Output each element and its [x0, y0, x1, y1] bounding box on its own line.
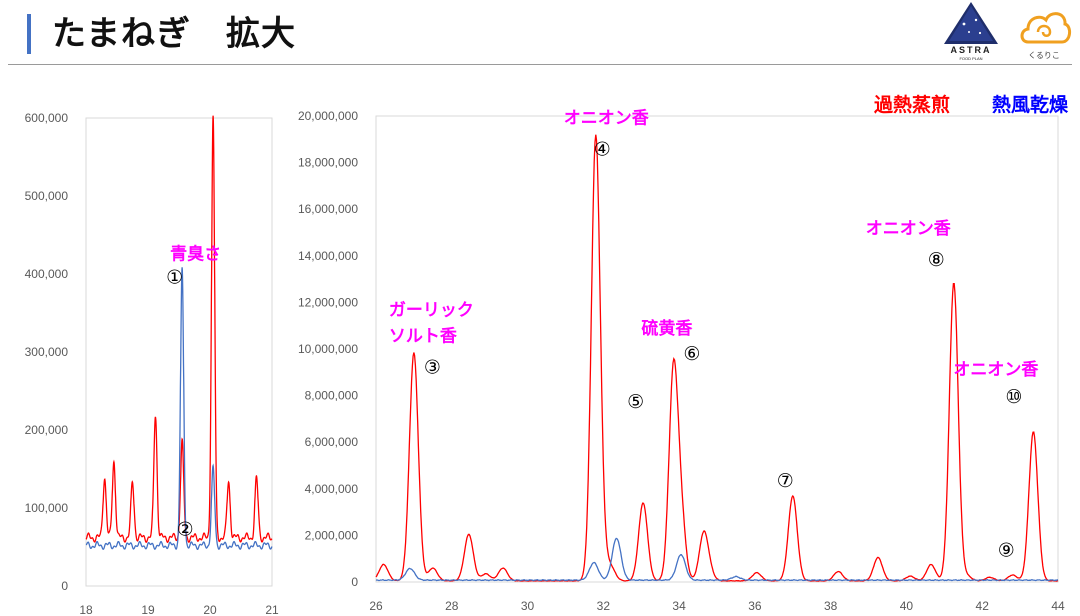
y-tick-label: 12,000,000 — [298, 295, 358, 309]
peak-label: オニオン香 — [953, 360, 1038, 380]
x-tick-label: 34 — [672, 599, 686, 613]
x-tick-label: 36 — [748, 599, 762, 613]
peak-number: ⑨ — [998, 540, 1015, 562]
peak-label: ガーリック — [389, 301, 474, 321]
series-line-superheated-steam — [375, 134, 1059, 582]
y-tick-label: 2,000,000 — [305, 528, 359, 542]
title-divider — [8, 64, 1072, 65]
cloud-icon — [1020, 12, 1071, 44]
y-tick-label: 20,000,000 — [298, 109, 358, 123]
astra-logo: ASTRA FOOD PLAN — [944, 2, 998, 61]
peak-number: ⑧ — [928, 249, 945, 271]
astra-logo-subtext: FOOD PLAN — [959, 56, 982, 61]
x-tick-label: 19 — [141, 603, 155, 616]
kururi-logo: くるりこ — [1020, 12, 1071, 60]
x-tick-label: 38 — [824, 599, 838, 613]
y-tick-label: 300,000 — [25, 345, 69, 359]
x-tick-label: 26 — [369, 599, 383, 613]
peak-label: オニオン香 — [866, 219, 951, 239]
y-tick-label: 0 — [351, 575, 358, 589]
y-tick-label: 10,000,000 — [298, 342, 358, 356]
legend-series-superheated-steam: 過熱蒸煎 — [874, 94, 951, 116]
y-tick-label: 0 — [61, 579, 68, 593]
x-tick-label: 42 — [976, 599, 990, 613]
x-tick-label: 40 — [900, 599, 914, 613]
peak-label: 青臭さ — [170, 243, 221, 264]
x-tick-label: 30 — [521, 599, 535, 613]
series-line-hot-air — [375, 537, 1059, 582]
y-tick-label: 6,000,000 — [305, 435, 359, 449]
peak-label: オニオン香 — [564, 108, 649, 128]
peak-number: ⑤ — [627, 391, 644, 413]
peak-number: ⑦ — [777, 470, 794, 492]
y-tick-label: 8,000,000 — [305, 389, 359, 403]
plot-frame — [375, 115, 1059, 583]
chart-2: 0 2,000,000 4,000,000 6,000,000 8,000,000 10,… — [177, 108, 1065, 613]
peak-number: ④ — [594, 138, 611, 160]
y-tick-label: 4,000,000 — [305, 482, 359, 496]
peak-number: ① — [166, 266, 183, 288]
y-tick-label: 14,000,000 — [298, 249, 358, 263]
y-tick-label: 600,000 — [25, 111, 69, 125]
peak-number: ⑩ — [1005, 386, 1022, 408]
peak-number: ② — [177, 519, 194, 541]
x-tick-label: 20 — [203, 603, 217, 616]
y-tick-label: 200,000 — [25, 423, 69, 437]
x-tick-label: 21 — [265, 603, 279, 616]
peak-number: ⑥ — [683, 343, 700, 365]
peak-label: ソルト香 — [389, 327, 457, 347]
y-tick-label: 18,000,000 — [298, 156, 358, 170]
chart-1: 0 100,000 200,000 300,000 400,000 500,000 600,… — [25, 111, 279, 616]
series-line-hot-air — [85, 267, 273, 550]
y-tick-label: 100,000 — [25, 501, 69, 515]
astra-logo-text: ASTRA — [951, 45, 992, 55]
x-tick-label: 18 — [79, 603, 93, 616]
kururi-logo-text: くるりこ — [1028, 51, 1060, 60]
y-tick-label: 500,000 — [25, 189, 69, 203]
x-tick-label: 32 — [597, 599, 611, 613]
x-tick-label: 44 — [1051, 599, 1065, 613]
y-tick-label: 16,000,000 — [298, 202, 358, 216]
legend-series-hot-air: 熱風乾燥 — [992, 94, 1069, 116]
peak-label: 硫黄香 — [641, 318, 692, 339]
plot-frame — [85, 117, 273, 587]
peak-number: ③ — [424, 357, 441, 379]
y-tick-label: 400,000 — [25, 267, 69, 281]
title-accent-bar — [27, 14, 31, 54]
x-tick-label: 28 — [445, 599, 459, 613]
page-title: たまねぎ 拡大 — [52, 14, 296, 54]
